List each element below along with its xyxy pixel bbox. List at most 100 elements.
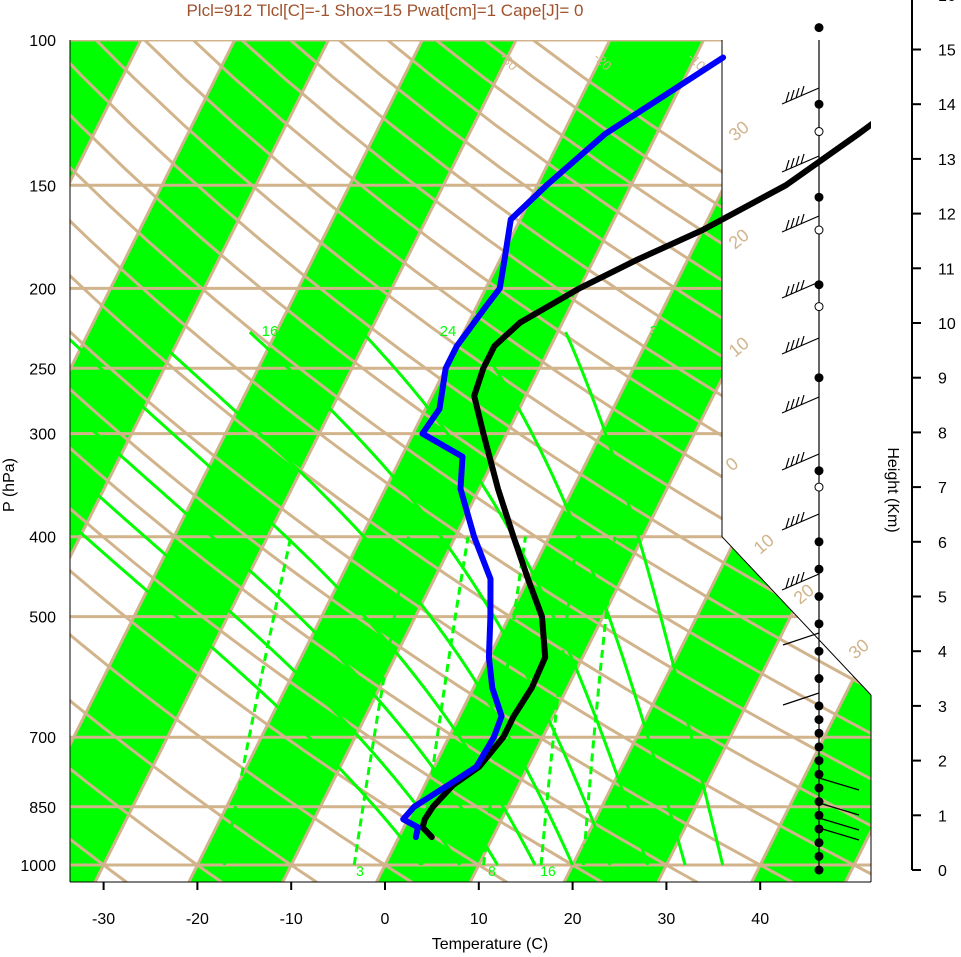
height-tick-label: 15 [938, 43, 956, 60]
wind-barb-flag [785, 219, 790, 231]
wind-barb [781, 453, 820, 471]
wind-barb-flag [800, 213, 805, 225]
wind-barb-flag [800, 394, 805, 406]
wind-barb-flag [795, 396, 800, 408]
dry-adiabat-line [190, 40, 871, 525]
wind-dot [814, 701, 824, 711]
moist-adiabat-label: 24 [440, 323, 457, 340]
y-tick-label: 500 [29, 610, 56, 627]
wind-barb-flag [790, 398, 795, 410]
wind-barb-flag [790, 455, 795, 467]
dry-adiabat-line [70, 218, 871, 781]
height-tick-label: 0 [938, 863, 947, 880]
height-tick-label: 12 [938, 207, 956, 224]
y-tick-label: 300 [29, 427, 56, 444]
x-tick-label: 10 [470, 911, 488, 928]
wind-dot [814, 783, 824, 793]
wind-dot [814, 99, 824, 109]
wind-barb [781, 513, 820, 531]
dewpoint-profile [400, 54, 727, 841]
mixing-ratio-layer: 3 8 16 [222, 536, 617, 879]
x-tick-label: -10 [280, 911, 303, 928]
height-tick-label: 13 [938, 152, 956, 169]
x-tick-label: -30 [92, 911, 115, 928]
height-tick-label: 11 [938, 261, 955, 278]
wind-dot [814, 280, 824, 290]
wind-barb-flag [795, 337, 800, 349]
wind-barb-flag [790, 89, 795, 101]
wind-barb-flag [790, 515, 795, 527]
wind-barb-flag [800, 85, 805, 97]
isotherm-line [70, 40, 330, 561]
wind-barb-flag [795, 87, 800, 99]
wind-barb-flag [785, 159, 790, 171]
moist-adiabat-line [470, 331, 687, 866]
wind-barb-flag [785, 91, 790, 103]
wind-dot [814, 756, 824, 766]
y-axis-label: P (hPa) [1, 458, 18, 512]
moist-adiabat-line [70, 521, 424, 866]
wind-open-circle [814, 127, 824, 137]
x-axis: -30 -20 -10 0 10 20 30 40 [92, 882, 769, 928]
wind-dot [814, 851, 824, 861]
wind-barb-flag [785, 341, 790, 353]
wind-barb-flag [795, 215, 800, 227]
isotherm-band [188, 40, 704, 882]
wind-barb-lower [818, 827, 860, 841]
x-tick-label: 20 [564, 911, 582, 928]
wind-barb-flag [790, 339, 795, 351]
wind-dot [814, 810, 824, 820]
height-tick-label: 9 [938, 371, 947, 388]
height-tick-label: 16 [938, 0, 956, 5]
x-tick-label: -20 [186, 911, 209, 928]
wind-dot [814, 674, 824, 684]
dry-adiabat-line [0, 22, 32, 883]
y-tick-label: 250 [29, 361, 56, 378]
mixing-ratio-line [539, 536, 579, 866]
height-tick-label: 6 [938, 535, 947, 552]
wind-barb-flag [795, 453, 800, 465]
moist-adiabat-label: 32 [650, 323, 667, 340]
profile-layer [400, 54, 871, 841]
dry-adiabat-line [70, 387, 794, 882]
wind-barb-lower [818, 802, 860, 816]
chart-title: Plcl=912 Tlcl[C]=-1 Shox=15 Pwat[cm]=1 C… [186, 1, 584, 20]
dry-adiabat-line [70, 112, 871, 691]
wind-dot [814, 23, 824, 33]
wind-barb-flag [785, 400, 790, 412]
x-axis-label: Temperature (C) [432, 936, 548, 953]
wind-barb-flag [800, 153, 805, 165]
mixing-ratio-line [581, 536, 617, 866]
wind-barb-lower [818, 817, 860, 831]
wind-barb [781, 155, 820, 173]
upper-right-blank [722, 40, 871, 695]
wind-dot [814, 466, 824, 476]
wind-barb-flag [790, 217, 795, 229]
wind-barb [781, 281, 820, 299]
isotherm-line [187, 40, 612, 882]
moist-adiabat-line [564, 331, 725, 866]
height-tick-label: 1 [938, 808, 947, 825]
wind-barb [781, 573, 820, 591]
y-tick-label: 200 [29, 281, 56, 298]
wind-open-circle [814, 225, 824, 235]
height-tick-label: 7 [938, 480, 947, 497]
wind-dot [814, 619, 824, 629]
mixing-ratio-line [418, 536, 470, 866]
wind-open-circle [814, 482, 824, 492]
wind-dot [814, 742, 824, 752]
wind-barb-flag [795, 281, 800, 293]
dry-adiabat-line [70, 165, 871, 736]
y-tick-label: 1000 [20, 858, 56, 875]
wind-barb-flag [785, 457, 790, 469]
wind-barb [781, 396, 820, 414]
wind-dot [814, 824, 824, 834]
wind-barb-flag [785, 517, 790, 529]
wind-dot [814, 537, 824, 547]
dry-adiabat-line [70, 61, 871, 648]
moist-adiabat-label: 16 [262, 323, 279, 340]
moist-adiabat-layer: 16 24 32 [70, 323, 725, 866]
height-tick-label: 4 [938, 644, 947, 661]
height-tick-label: 10 [938, 316, 956, 333]
